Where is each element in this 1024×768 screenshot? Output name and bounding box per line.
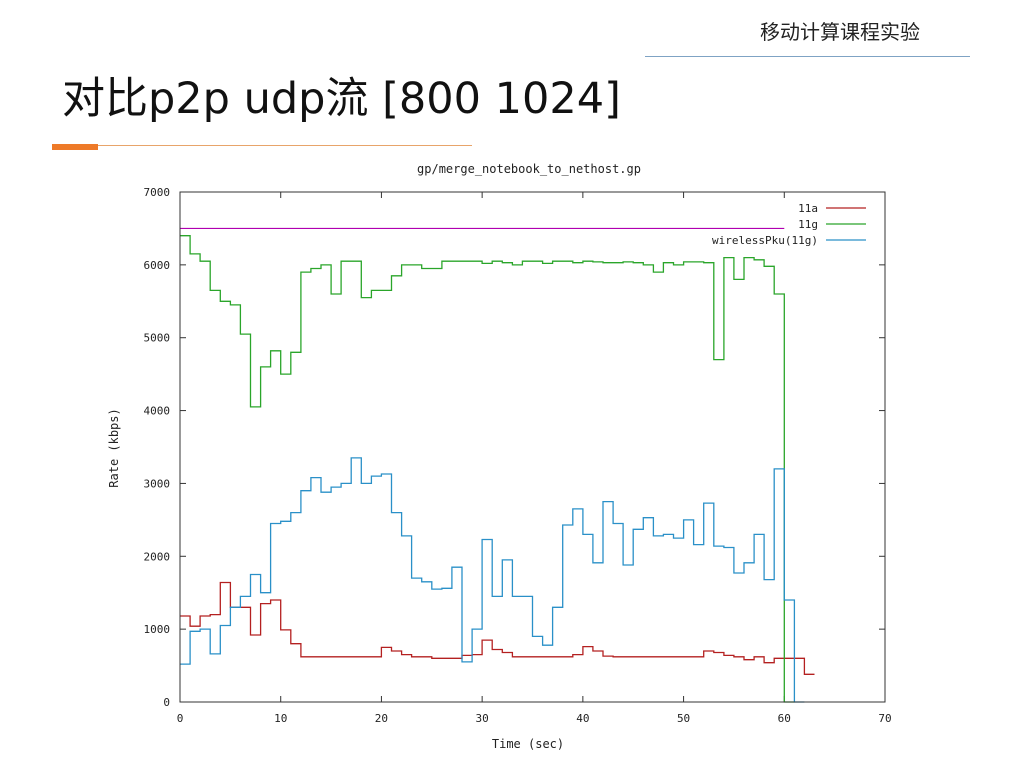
y-tick-label: 1000 — [144, 623, 171, 636]
x-tick-label: 50 — [677, 712, 690, 725]
x-tick-label: 0 — [177, 712, 184, 725]
legend-label: wirelessPku(11g) — [712, 234, 818, 247]
series-line-11g — [180, 235, 795, 703]
x-tick-label: 70 — [878, 712, 891, 725]
series-layer — [180, 235, 815, 703]
slide-title: 对比p2p udp流 [800 1024] — [62, 74, 621, 124]
course-name: 移动计算课程实验 — [760, 20, 920, 44]
course-underline — [645, 56, 970, 57]
title-accent-bar — [52, 144, 98, 150]
chart-title: gp/merge_notebook_to_nethost.gp — [417, 162, 641, 176]
x-tick-label: 10 — [274, 712, 287, 725]
y-tick-label: 7000 — [144, 186, 171, 199]
x-tick-label: 60 — [778, 712, 791, 725]
series-line-wirelessPku(11g) — [180, 457, 805, 703]
legend-label: 11a — [798, 202, 818, 215]
x-axis-label: Time (sec) — [492, 737, 564, 751]
rate-chart: gp/merge_notebook_to_nethost.gp Rate (kb… — [107, 162, 892, 751]
y-tick-label: 3000 — [144, 477, 171, 490]
y-tick-label: 5000 — [144, 332, 171, 345]
legend-label: 11g — [798, 218, 818, 231]
y-tick-label: 0 — [163, 696, 170, 709]
y-tick-label: 4000 — [144, 405, 171, 418]
series-line-11a — [180, 581, 815, 675]
y-tick-label: 6000 — [144, 259, 171, 272]
y-axis-label: Rate (kbps) — [107, 408, 121, 487]
plot-frame — [179, 191, 886, 703]
x-tick-label: 20 — [375, 712, 388, 725]
x-tick-label: 30 — [476, 712, 489, 725]
axis-ticks-layer: 0 10 20 30 40 50 60 70 0 1000 2000 3000 4000 5000 6000… — [144, 186, 892, 725]
title-underline — [52, 145, 472, 146]
y-tick-label: 2000 — [144, 550, 171, 563]
x-tick-label: 40 — [576, 712, 589, 725]
legend: 11a 11g wirelessPku(11g) — [712, 202, 866, 247]
